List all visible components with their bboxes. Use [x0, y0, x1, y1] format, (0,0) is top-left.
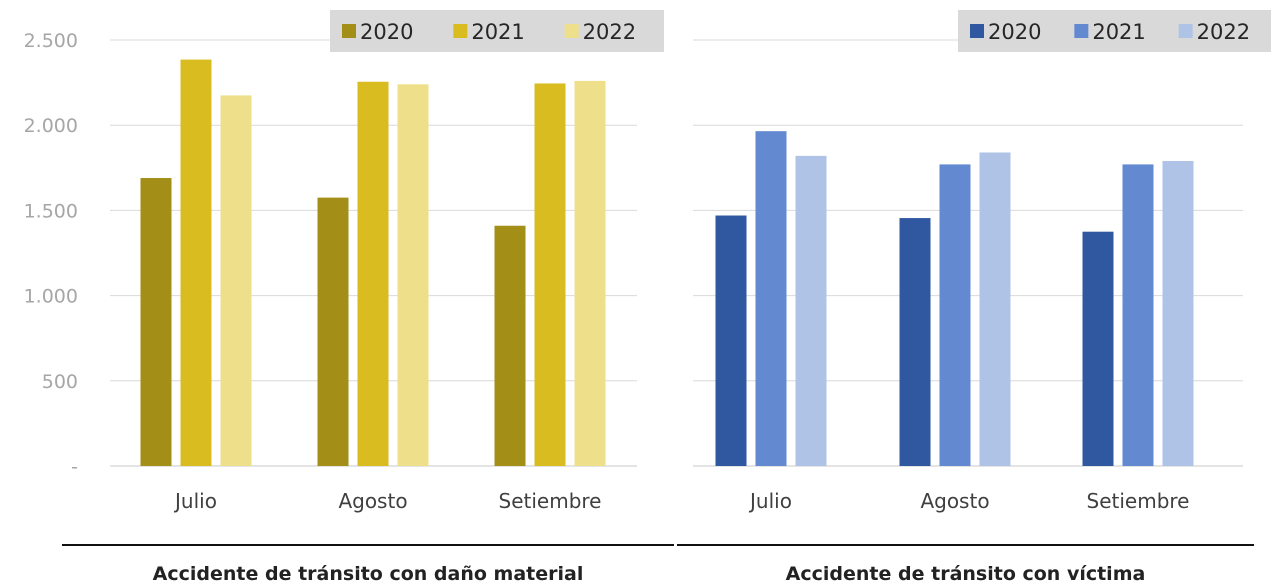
left-bar-2022-Setiembre	[574, 80, 606, 467]
right-bar-2020-Agosto	[899, 218, 931, 466]
left-bar-2022-Agosto	[397, 84, 429, 466]
right-legend-box	[958, 10, 1271, 52]
right-category-label: Setiembre	[1087, 489, 1190, 513]
left-legend-box	[330, 10, 664, 52]
left-legend-swatch-2020	[342, 24, 356, 38]
right-legend-swatch-2020	[970, 24, 984, 38]
left-bar-2022-Julio	[220, 95, 252, 466]
right-bar-2020-Julio	[715, 215, 747, 466]
left-chart-title: Accidente de tránsito con daño material	[152, 563, 584, 585]
right-legend-label: 2021	[1092, 20, 1145, 44]
right-caption-rule	[677, 544, 1254, 546]
left-bar-2021-Setiembre	[534, 83, 566, 467]
right-legend-label: 2020	[988, 20, 1041, 44]
left-caption-rule	[62, 544, 674, 546]
right-bar-2021-Julio	[755, 131, 787, 466]
left-ytick-label: -	[71, 456, 78, 478]
left-ytick-label: 2.500	[24, 30, 78, 52]
right-legend-label: 2022	[1197, 20, 1250, 44]
left-ytick-label: 1.500	[24, 200, 78, 222]
right-bar-2021-Setiembre	[1122, 164, 1154, 466]
left-category-label: Julio	[173, 489, 217, 513]
right-bar-2022-Setiembre	[1162, 160, 1194, 466]
right-category-label: Agosto	[920, 489, 989, 513]
left-bar-2020-Setiembre	[494, 225, 526, 466]
left-bar-2021-Julio	[180, 59, 212, 466]
right-bar-2020-Setiembre	[1082, 231, 1114, 466]
right-legend-swatch-2021	[1074, 24, 1089, 38]
right-bar-2022-Julio	[795, 155, 827, 466]
left-bar-2021-Agosto	[357, 81, 389, 467]
left-legend-swatch-2022	[564, 24, 579, 38]
left-category-label: Agosto	[338, 489, 407, 513]
right-bar-2021-Agosto	[939, 164, 971, 466]
left-legend-swatch-2021	[453, 24, 468, 38]
right-chart-title: Accidente de tránsito con víctima	[785, 563, 1146, 585]
left-bar-2020-Agosto	[317, 197, 349, 466]
left-ytick-label: 500	[42, 371, 78, 393]
left-legend-label: 2022	[583, 20, 636, 44]
right-legend-swatch-2022	[1178, 24, 1193, 38]
left-bar-2020-Julio	[140, 178, 172, 467]
left-ytick-label: 2.000	[24, 115, 78, 137]
right-category-label: Julio	[748, 489, 792, 513]
left-legend-label: 2020	[360, 20, 413, 44]
left-category-label: Setiembre	[499, 489, 602, 513]
left-ytick-label: 1.000	[24, 286, 78, 308]
right-bar-2022-Agosto	[979, 152, 1011, 467]
left-legend-label: 2021	[471, 20, 524, 44]
